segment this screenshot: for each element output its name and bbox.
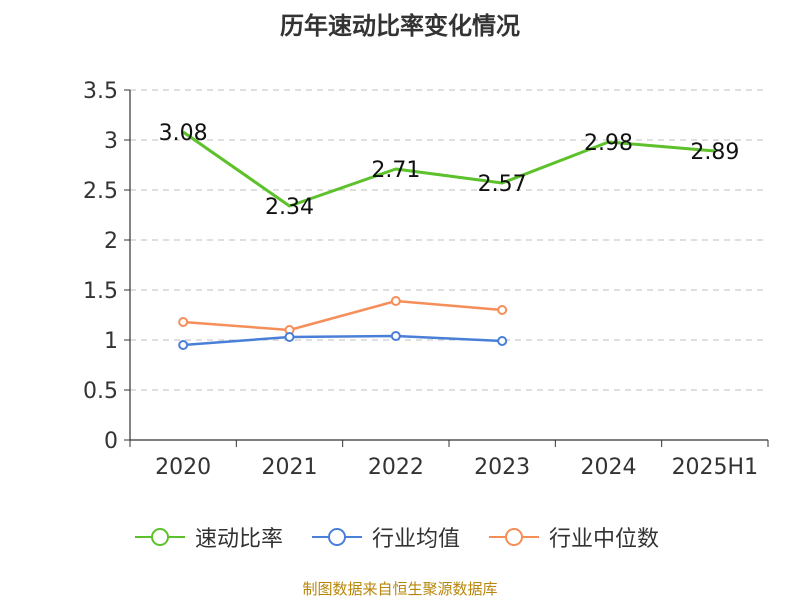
legend-item-industry-mean[interactable]: 行业均值 xyxy=(310,520,460,554)
data-label: 2.71 xyxy=(371,158,420,183)
series-line-0 xyxy=(182,130,715,208)
data-label: 3.08 xyxy=(159,121,208,146)
y-tick-label: 3 xyxy=(104,129,118,154)
legend-label-industry-mean: 行业均值 xyxy=(372,527,461,552)
legend: 速动比率 行业均值 行业中位数 xyxy=(0,520,800,554)
source-note: 制图数据来自恒生聚源数据库 xyxy=(302,580,498,598)
y-tick-label: 2 xyxy=(104,229,118,254)
x-tick-label: 2020 xyxy=(155,455,211,480)
legend-item-industry-median[interactable]: 行业中位数 xyxy=(487,520,659,554)
y-tick-label: 3.5 xyxy=(83,79,118,104)
data-label-layer: 3.08 2.34 2.71 2.57 2.98 2.89 xyxy=(159,121,740,220)
data-point xyxy=(178,317,189,327)
legend-label-industry-median: 行业中位数 xyxy=(549,527,660,552)
x-tick-label: 2025H1 xyxy=(672,455,759,480)
legend-marker-quick-ratio xyxy=(135,528,185,546)
data-label: 2.34 xyxy=(265,195,314,220)
legend-label-quick-ratio: 速动比率 xyxy=(195,527,284,552)
x-tick-label: 2021 xyxy=(262,455,318,480)
data-label: 2.89 xyxy=(690,140,739,165)
data-point xyxy=(497,336,508,346)
legend-marker-industry-mean xyxy=(312,528,362,546)
x-tick-label: 2024 xyxy=(581,455,637,480)
y-tick-label: 1.5 xyxy=(83,279,118,304)
series-layer xyxy=(178,130,715,350)
legend-item-quick-ratio[interactable]: 速动比率 xyxy=(133,520,283,554)
data-label: 2.98 xyxy=(584,131,633,156)
chart-title: 历年速动比率变化情况 xyxy=(280,12,520,40)
legend-marker-industry-median xyxy=(489,528,539,546)
data-point xyxy=(497,305,508,315)
data-point xyxy=(390,296,401,306)
axis-layer: 0 0.5 1 1.5 2 2.5 3 3.5 2020 2021 2022 2023 2024 2025… xyxy=(83,79,769,480)
grid-layer xyxy=(130,89,768,391)
series-line-2 xyxy=(183,299,503,332)
y-tick-label: 2.5 xyxy=(83,179,118,204)
data-label: 2.57 xyxy=(478,172,527,197)
x-tick-label: 2022 xyxy=(368,455,424,480)
data-point xyxy=(390,331,401,341)
y-tick-label: 0 xyxy=(104,429,118,454)
y-tick-label: 1 xyxy=(104,329,118,354)
x-tick-label: 2023 xyxy=(474,455,530,480)
y-tick-label: 0.5 xyxy=(83,379,118,404)
series-line-1 xyxy=(183,334,503,347)
data-point xyxy=(178,340,189,350)
data-point xyxy=(284,332,295,342)
